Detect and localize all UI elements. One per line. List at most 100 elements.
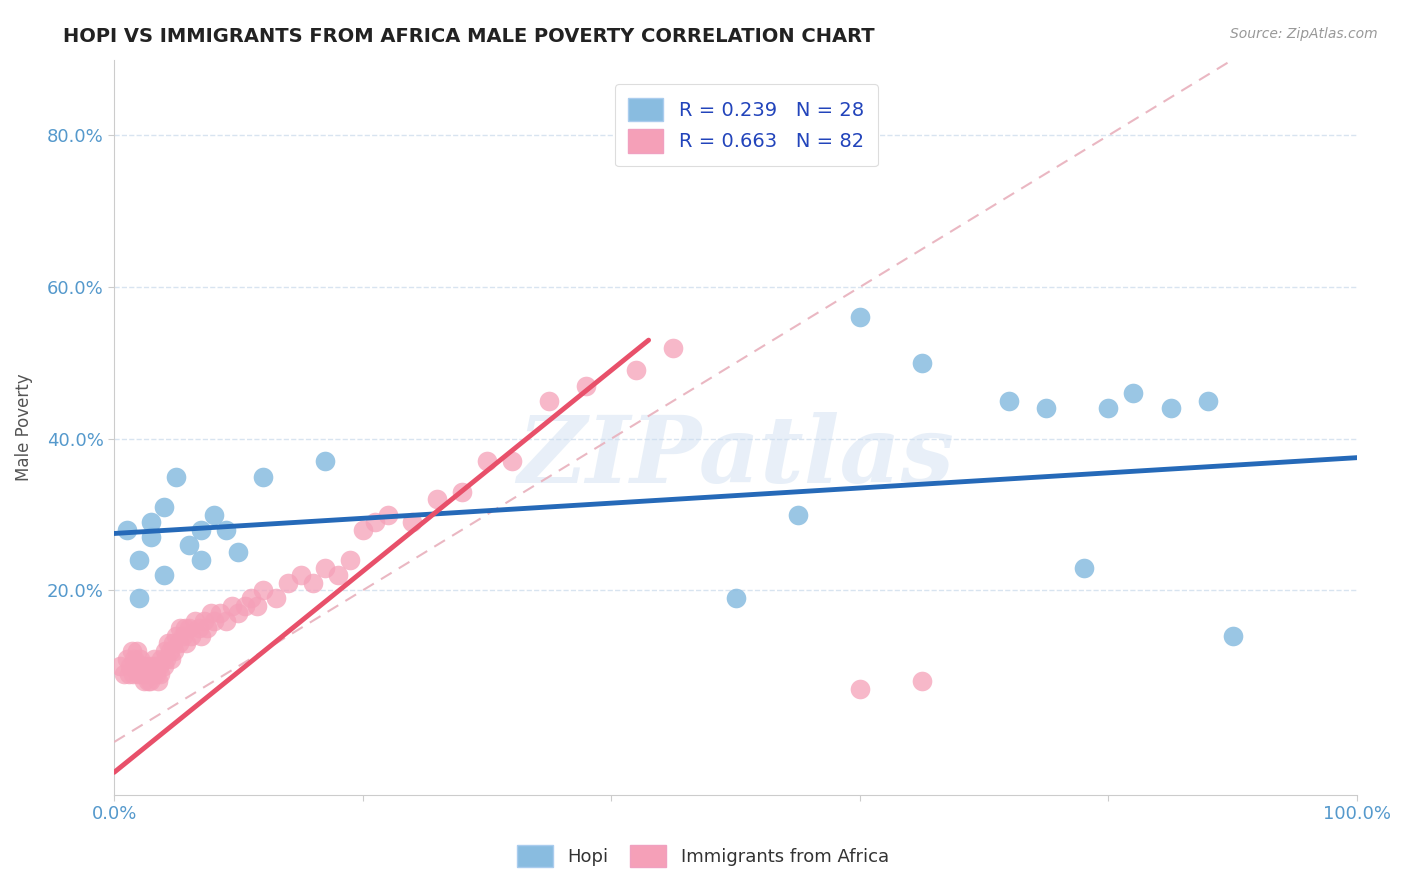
Text: HOPI VS IMMIGRANTS FROM AFRICA MALE POVERTY CORRELATION CHART: HOPI VS IMMIGRANTS FROM AFRICA MALE POVE…: [63, 27, 875, 45]
Point: [167, 636, 190, 650]
Point: [153, 500, 176, 514]
Point: [121, 666, 143, 681]
Point: [156, 636, 179, 650]
Point: [153, 659, 176, 673]
Point: [202, 508, 225, 522]
Point: [624, 363, 647, 377]
Point: [118, 666, 141, 681]
Point: [162, 636, 184, 650]
Point: [401, 515, 423, 529]
Point: [153, 568, 176, 582]
Point: [187, 621, 209, 635]
Point: [180, 629, 202, 643]
Point: [174, 621, 197, 635]
Point: [1197, 393, 1219, 408]
Point: [139, 674, 162, 689]
Point: [125, 644, 148, 658]
Legend: R = 0.239   N = 28, R = 0.663   N = 82: R = 0.239 N = 28, R = 0.663 N = 82: [614, 84, 877, 167]
Point: [1160, 401, 1182, 416]
Point: [202, 614, 225, 628]
Point: [302, 575, 325, 590]
Point: [120, 659, 142, 673]
Point: [314, 454, 336, 468]
Point: [221, 599, 243, 613]
Point: [128, 591, 150, 605]
Legend: Hopi, Immigrants from Africa: Hopi, Immigrants from Africa: [510, 838, 896, 874]
Point: [165, 469, 187, 483]
Point: [1097, 401, 1119, 416]
Point: [326, 568, 349, 582]
Point: [190, 523, 212, 537]
Point: [153, 644, 176, 658]
Point: [849, 681, 872, 696]
Point: [112, 666, 135, 681]
Point: [352, 523, 374, 537]
Text: Source: ZipAtlas.com: Source: ZipAtlas.com: [1230, 27, 1378, 41]
Point: [136, 674, 159, 689]
Point: [177, 538, 200, 552]
Point: [290, 568, 312, 582]
Point: [129, 651, 152, 665]
Point: [141, 659, 163, 673]
Point: [149, 666, 172, 681]
Point: [1122, 386, 1144, 401]
Point: [163, 644, 186, 658]
Point: [122, 651, 145, 665]
Point: [197, 621, 219, 635]
Point: [1073, 560, 1095, 574]
Point: [501, 454, 523, 468]
Point: [252, 469, 274, 483]
Point: [911, 356, 934, 370]
Point: [131, 666, 153, 681]
Point: [127, 666, 149, 681]
Point: [146, 674, 169, 689]
Point: [228, 545, 250, 559]
Point: [172, 629, 194, 643]
Point: [190, 553, 212, 567]
Point: [169, 621, 191, 635]
Point: [208, 606, 231, 620]
Point: [911, 674, 934, 689]
Point: [141, 515, 163, 529]
Point: [135, 659, 157, 673]
Point: [148, 659, 170, 673]
Point: [115, 523, 138, 537]
Point: [724, 591, 747, 605]
Point: [998, 393, 1021, 408]
Point: [145, 666, 167, 681]
Point: [142, 666, 165, 681]
Point: [215, 523, 238, 537]
Point: [475, 454, 498, 468]
Point: [228, 606, 250, 620]
Point: [159, 644, 181, 658]
Point: [377, 508, 399, 522]
Point: [115, 651, 138, 665]
Point: [538, 393, 561, 408]
Point: [110, 659, 132, 673]
Point: [849, 310, 872, 325]
Point: [132, 659, 155, 673]
Point: [138, 666, 160, 681]
Point: [662, 341, 685, 355]
Point: [165, 629, 187, 643]
Point: [786, 508, 808, 522]
Point: [141, 530, 163, 544]
Point: [1222, 629, 1244, 643]
Point: [1035, 401, 1057, 416]
Point: [134, 666, 156, 681]
Point: [155, 651, 177, 665]
Point: [142, 651, 165, 665]
Point: [575, 378, 598, 392]
Point: [143, 659, 166, 673]
Point: [233, 599, 256, 613]
Point: [451, 484, 474, 499]
Point: [246, 599, 269, 613]
Text: ZIPatlas: ZIPatlas: [517, 412, 955, 502]
Point: [252, 583, 274, 598]
Point: [190, 629, 212, 643]
Point: [426, 492, 449, 507]
Point: [215, 614, 238, 628]
Point: [239, 591, 262, 605]
Point: [314, 560, 336, 574]
Point: [174, 636, 197, 650]
